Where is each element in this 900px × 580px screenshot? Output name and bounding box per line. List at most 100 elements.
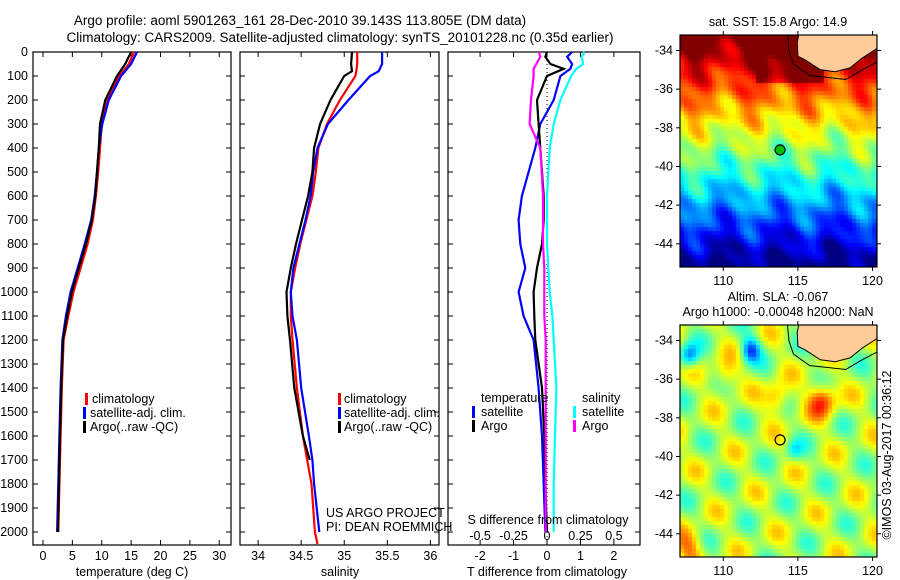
y-tick-label: 300 bbox=[7, 117, 28, 131]
legend-swatch-climatology bbox=[85, 393, 88, 405]
series-line-salinity-argo bbox=[528, 51, 547, 532]
coastline bbox=[796, 34, 878, 73]
y-tick-label: 1600 bbox=[0, 429, 28, 443]
y-tick-label: 1700 bbox=[0, 453, 28, 467]
x-tick-label: 2 bbox=[610, 549, 617, 563]
legend-label: Argo bbox=[481, 419, 507, 433]
x-tick-label: 0 bbox=[544, 549, 551, 563]
credit-pi: PI: DEAN ROEMMICH bbox=[326, 520, 452, 534]
lon-tick-label: 110 bbox=[713, 564, 733, 578]
legend-label: satellite-adj. clim. bbox=[90, 406, 186, 420]
legend-header-temperature: temperature bbox=[481, 391, 548, 405]
coastline bbox=[796, 324, 878, 363]
x-tick-label: 35.5 bbox=[375, 549, 399, 563]
sla-map: 110 115 120 -34 -36 -38 -40 -42 -44 bbox=[655, 321, 883, 578]
legend-header-salinity: salinity bbox=[582, 391, 621, 405]
lat-tick-label: -34 bbox=[655, 333, 673, 347]
x-tick-label: 10 bbox=[95, 549, 109, 563]
legend-swatch-argo bbox=[83, 421, 86, 433]
series-line-argo-raw-qc- bbox=[56, 51, 133, 533]
series-line-climatology bbox=[289, 52, 359, 545]
lon-tick-label: 115 bbox=[788, 274, 808, 288]
series-line-argo-raw-qc- bbox=[285, 51, 354, 461]
legend-label: Argo(..raw -QC) bbox=[90, 420, 178, 434]
title-line2: Climatology: CARS2009. Satellite-adjuste… bbox=[66, 30, 613, 45]
legend-swatch-s-satellite bbox=[573, 406, 576, 418]
t-difference-axis-label: T difference from climatology bbox=[467, 565, 628, 579]
y-tick-label: 1000 bbox=[0, 285, 28, 299]
x-tick-label: -1 bbox=[508, 549, 519, 563]
y-tick-label: 900 bbox=[7, 261, 28, 275]
plot-frame bbox=[32, 51, 232, 546]
y-tick-label: 1500 bbox=[0, 405, 28, 419]
x-tick-label: 34.5 bbox=[289, 549, 313, 563]
y-tick-label: 400 bbox=[7, 141, 28, 155]
y-tick-label: 1200 bbox=[0, 333, 28, 347]
x-tick-label: 5 bbox=[69, 549, 76, 563]
s-tick-label: 0.5 bbox=[605, 529, 622, 543]
y-tick-label: 1900 bbox=[0, 501, 28, 515]
s-tick-label: 0.25 bbox=[568, 529, 592, 543]
temperature-axis-label: temperature (deg C) bbox=[76, 565, 189, 579]
credit-project: US ARGO PROJECT bbox=[326, 506, 445, 520]
s-tick-label: -0.5 bbox=[469, 529, 491, 543]
legend-label: Argo(..raw -QC) bbox=[344, 420, 432, 434]
y-tick-label: 2000 bbox=[0, 525, 28, 539]
legend-swatch-satellite bbox=[338, 407, 341, 419]
s-tick-label: -0.25 bbox=[499, 529, 528, 543]
y-tick-label: 700 bbox=[7, 213, 28, 227]
x-tick-label: 1 bbox=[577, 549, 584, 563]
y-tick-label: 1400 bbox=[0, 381, 28, 395]
y-tick-label: 100 bbox=[7, 69, 28, 83]
timestamp: ©IMOS 03-Aug-2017 00:36:12 bbox=[880, 370, 894, 539]
difference-legend: temperature salinity satellite Argo sate… bbox=[472, 391, 624, 433]
x-tick-label: 0 bbox=[40, 549, 47, 563]
legend-swatch-climatology bbox=[338, 393, 341, 405]
series-line-satellite-adj-clim- bbox=[289, 52, 384, 533]
legend-label: satellite-adj. clim. bbox=[344, 406, 440, 420]
series-line-salinity-satellite bbox=[545, 51, 586, 532]
lat-tick-label: -42 bbox=[655, 488, 673, 502]
lat-tick-label: -36 bbox=[655, 82, 673, 96]
sst-map-title: sat. SST: 15.8 Argo: 14.9 bbox=[709, 15, 847, 29]
salinity-axis-label: salinity bbox=[321, 565, 360, 579]
sla-map-field bbox=[680, 325, 877, 557]
x-tick-label: 20 bbox=[154, 549, 168, 563]
legend-label: climatology bbox=[92, 392, 155, 406]
difference-panel: -2 -1 0 1 2 -0.5 -0.25 0 0.25 0.5 bbox=[447, 51, 641, 563]
y-tick-label: 600 bbox=[7, 189, 28, 203]
legend-label: satellite bbox=[582, 405, 624, 419]
y-tick-label: 1300 bbox=[0, 357, 28, 371]
s-difference-axis-label: S difference from climatology bbox=[468, 513, 630, 527]
lat-tick-label: -42 bbox=[655, 198, 673, 212]
y-tick-label: 1100 bbox=[1, 309, 28, 323]
legend-swatch-t-satellite bbox=[472, 406, 475, 418]
temperature-panel: 0100200300400500600700800900100011001200… bbox=[0, 45, 232, 563]
plot-frame bbox=[447, 51, 641, 546]
legend-swatch-satellite bbox=[83, 407, 86, 419]
lat-tick-label: -36 bbox=[655, 372, 673, 386]
lat-tick-label: -44 bbox=[655, 527, 673, 541]
lat-tick-label: -38 bbox=[655, 121, 673, 135]
legend-swatch-s-argo bbox=[573, 420, 576, 432]
map-frame bbox=[679, 34, 878, 268]
salinity-panel: 34 34.5 35 35.5 36 bbox=[239, 51, 440, 563]
legend-label: Argo bbox=[582, 419, 608, 433]
lat-tick-label: -44 bbox=[655, 237, 673, 251]
x-tick-label: 15 bbox=[124, 549, 138, 563]
series-line-temperature-satellite bbox=[517, 51, 574, 533]
legend-swatch-t-argo bbox=[472, 420, 475, 432]
y-tick-label: 0 bbox=[21, 45, 28, 59]
legend-label: satellite bbox=[481, 405, 523, 419]
sst-map: 110 115 120 -34 -36 -38 -40 -42 -44 bbox=[655, 31, 883, 288]
sla-map-title2: Argo h1000: -0.00048 h2000: NaN bbox=[682, 305, 873, 319]
x-tick-label: -2 bbox=[475, 549, 486, 563]
y-tick-label: 200 bbox=[7, 93, 28, 107]
y-tick-label: 800 bbox=[7, 237, 28, 251]
x-tick-label: 36 bbox=[423, 549, 437, 563]
plot-frame bbox=[239, 51, 440, 546]
x-tick-label: 34 bbox=[251, 549, 265, 563]
y-tick-label: 1800 bbox=[0, 477, 28, 491]
lon-tick-label: 110 bbox=[713, 274, 733, 288]
